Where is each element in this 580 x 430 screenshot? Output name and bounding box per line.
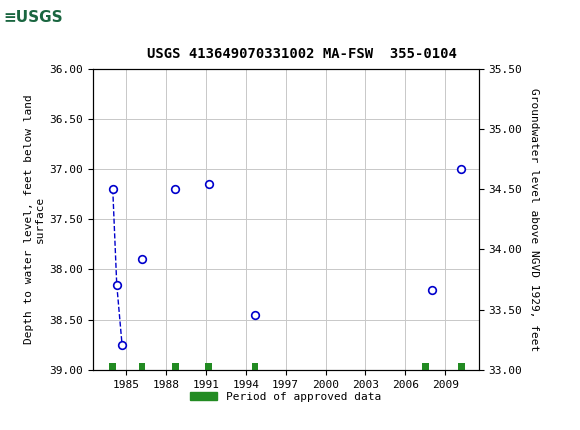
Bar bbox=[205, 363, 212, 371]
Bar bbox=[458, 363, 465, 371]
Bar bbox=[3, 3, 55, 32]
Bar bbox=[252, 363, 258, 371]
Bar bbox=[110, 363, 116, 371]
Bar bbox=[172, 363, 179, 371]
Bar bbox=[422, 363, 429, 371]
Y-axis label: Depth to water level, feet below land
surface: Depth to water level, feet below land su… bbox=[24, 95, 45, 344]
Text: ≡USGS: ≡USGS bbox=[3, 10, 63, 25]
Legend: Period of approved data: Period of approved data bbox=[185, 387, 386, 406]
Text: USGS 413649070331002 MA-FSW  355-0104: USGS 413649070331002 MA-FSW 355-0104 bbox=[147, 47, 456, 61]
Bar bbox=[139, 363, 146, 371]
Y-axis label: Groundwater level above NGVD 1929, feet: Groundwater level above NGVD 1929, feet bbox=[528, 88, 539, 351]
